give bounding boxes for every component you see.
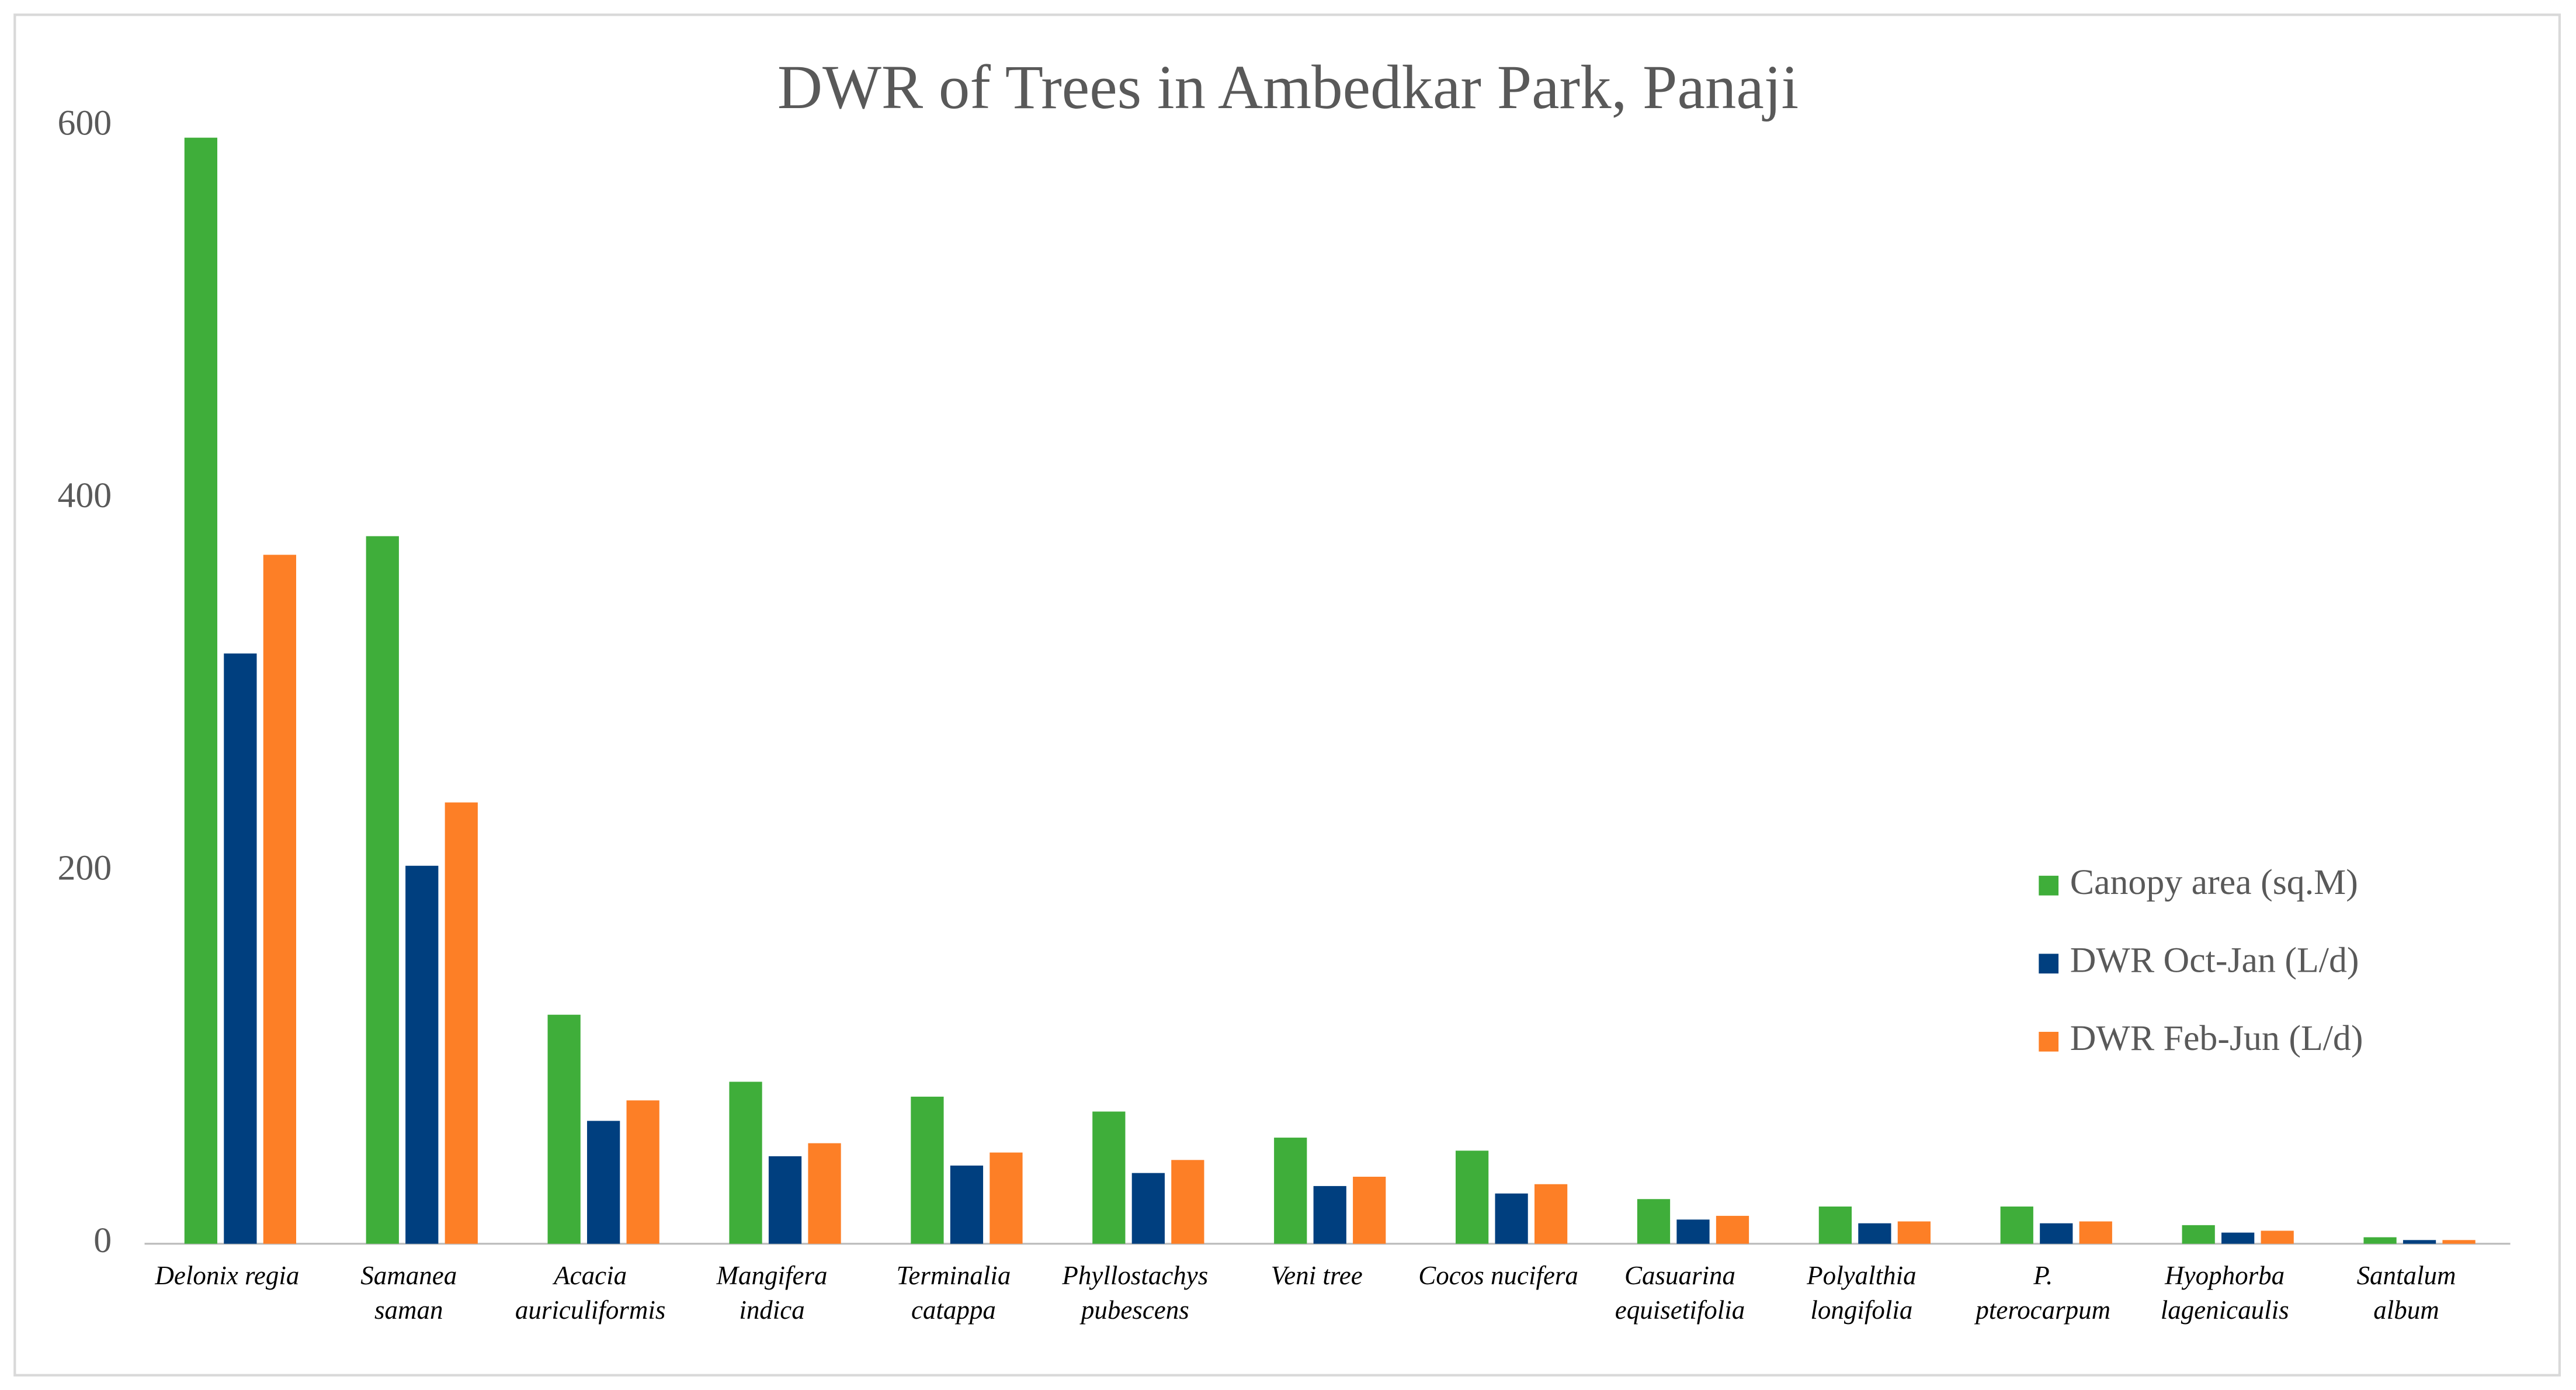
legend-label: Canopy area (sq.M) — [2070, 862, 2358, 902]
y-tick-label: 600 — [57, 103, 112, 143]
bar — [263, 554, 297, 1244]
x-tick-label: Cocos nucifera — [1418, 1261, 1578, 1290]
bar — [1818, 1206, 1852, 1244]
bar — [445, 802, 478, 1244]
x-tick-label: Phyllostachys pubescens — [1061, 1261, 1208, 1325]
bar — [2040, 1223, 2073, 1244]
bar — [1353, 1176, 1386, 1244]
bar — [2363, 1237, 2397, 1244]
bar — [1637, 1199, 1671, 1244]
bar — [224, 653, 257, 1244]
bar — [587, 1121, 620, 1244]
y-tick-label: 400 — [57, 476, 112, 515]
legend-label: DWR Oct-Jan (L/d) — [2070, 940, 2359, 980]
x-tick-label: Santalum album — [2357, 1261, 2456, 1325]
bar — [2442, 1240, 2476, 1244]
x-tick-label: Terminalia catappa — [897, 1261, 1011, 1325]
bar — [2182, 1225, 2215, 1244]
bar — [184, 137, 218, 1244]
bar — [2403, 1240, 2436, 1244]
legend-swatch — [2039, 875, 2059, 896]
bar — [2221, 1232, 2255, 1244]
x-tick-label: Acacia auriculiformis — [515, 1261, 665, 1325]
bar — [1171, 1160, 1204, 1244]
legend-label: DWR Feb-Jun (L/d) — [2070, 1018, 2363, 1058]
x-tick-label: Delonix regia — [154, 1261, 299, 1290]
bar — [911, 1096, 944, 1244]
bar — [729, 1082, 762, 1244]
bar — [1092, 1111, 1126, 1244]
bar — [1495, 1193, 1528, 1244]
x-tick-label: Hyophorba lagenicaulis — [2161, 1261, 2289, 1325]
x-tick-label: Mangifera indica — [716, 1261, 828, 1325]
bar — [626, 1100, 659, 1244]
bar — [1131, 1173, 1165, 1244]
y-tick-label: 200 — [57, 848, 112, 888]
bar — [547, 1014, 581, 1244]
x-tick-label: Samanea saman — [360, 1261, 457, 1325]
x-tick-label: P. pterocarpum — [1974, 1261, 2110, 1325]
bar — [950, 1165, 984, 1244]
bar — [2000, 1206, 2033, 1244]
bar — [405, 865, 439, 1244]
x-tick-label: Casuarina equisetifolia — [1615, 1261, 1745, 1325]
bar — [1897, 1221, 1931, 1244]
bar — [1455, 1150, 1489, 1244]
bar — [2079, 1221, 2112, 1244]
bar — [1858, 1223, 1891, 1244]
bar — [990, 1152, 1023, 1244]
y-tick-label: 0 — [93, 1221, 112, 1260]
legend-swatch — [2039, 954, 2059, 974]
bar — [1716, 1215, 1749, 1244]
bar — [1274, 1138, 1307, 1244]
bar — [768, 1156, 802, 1244]
bar — [1313, 1186, 1346, 1244]
x-tick-label: Veni tree — [1271, 1261, 1363, 1290]
chart-title: DWR of Trees in Ambedkar Park, Panaji — [777, 53, 1799, 122]
bar — [2261, 1230, 2294, 1244]
x-tick-label: Polyalthia longifolia — [1806, 1261, 1916, 1325]
bar — [366, 536, 399, 1244]
bar — [808, 1143, 841, 1244]
bar — [1534, 1184, 1568, 1244]
legend-swatch — [2039, 1031, 2059, 1052]
bar — [1676, 1219, 1710, 1244]
